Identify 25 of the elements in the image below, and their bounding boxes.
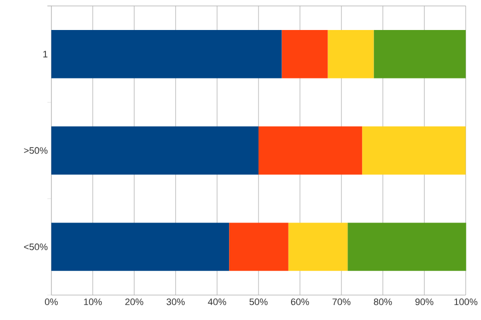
bar <box>51 30 282 78</box>
bar <box>229 222 288 272</box>
y-tick-label: 1 <box>43 51 48 58</box>
bar <box>348 222 466 272</box>
x-tick-label: 80% <box>374 298 392 306</box>
x-tick-label: 20% <box>125 298 144 306</box>
bar <box>258 126 362 175</box>
x-tick-label: 50% <box>250 298 268 306</box>
x-tick-label: 70% <box>332 298 350 306</box>
bar <box>51 222 230 272</box>
bar <box>282 30 328 78</box>
x-tick-label: 100% <box>454 298 478 306</box>
bar <box>374 30 466 78</box>
x-tick-label: 10% <box>84 298 102 306</box>
y-tick-label: >50% <box>24 147 48 154</box>
bar <box>51 126 259 175</box>
x-tick-label: 0% <box>44 298 58 306</box>
y-tick-label: <50% <box>24 244 48 250</box>
x-tick-label: 90% <box>415 298 434 306</box>
bar <box>288 222 348 272</box>
bar <box>328 30 374 78</box>
x-tick-label: 60% <box>291 298 310 306</box>
x-tick-label: 40% <box>208 298 226 306</box>
x-tick-label: 30% <box>166 298 185 306</box>
bar <box>362 126 466 175</box>
